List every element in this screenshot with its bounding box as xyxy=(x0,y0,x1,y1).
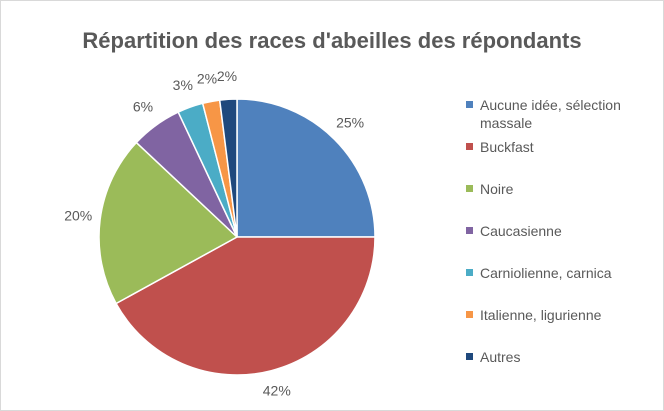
data-label: 20% xyxy=(64,208,92,224)
legend-swatch xyxy=(466,101,473,108)
legend-item: Caucasienne xyxy=(466,222,656,264)
legend-label: Buckfast xyxy=(480,139,534,155)
legend-item: Aucune idée, sélection massale xyxy=(466,96,656,138)
data-label: 3% xyxy=(173,77,193,93)
legend-item: Autres xyxy=(466,348,656,390)
pie-slice xyxy=(115,236,376,376)
data-label: 6% xyxy=(133,98,153,114)
legend-label: Aucune idée, sélection massale xyxy=(480,97,621,131)
legend-item: Buckfast xyxy=(466,138,656,180)
data-label: 25% xyxy=(336,115,364,131)
legend-label: Noire xyxy=(480,181,514,197)
legend-swatch xyxy=(466,353,473,360)
legend-item: Noire xyxy=(466,180,656,222)
data-label: 2% xyxy=(197,71,217,87)
chart-title: Répartition des races d'abeilles des rép… xyxy=(82,28,581,53)
legend-swatch xyxy=(466,227,473,234)
pie-slice xyxy=(218,98,238,238)
pie-slice xyxy=(236,98,376,238)
legend-label: Carniolienne, carnica xyxy=(480,265,612,281)
legend-swatch xyxy=(466,269,473,276)
data-label: 2% xyxy=(217,68,237,84)
legend-swatch xyxy=(466,185,473,192)
legend-item: Carniolienne, carnica xyxy=(466,264,656,306)
legend: Aucune idée, sélection massale Buckfast No… xyxy=(466,96,656,390)
data-label: 42% xyxy=(263,383,291,399)
legend-swatch xyxy=(466,311,473,318)
legend-item: Italienne, ligurienne xyxy=(466,306,656,348)
legend-label: Caucasienne xyxy=(480,223,562,239)
legend-label: Autres xyxy=(480,349,521,365)
legend-label: Italienne, ligurienne xyxy=(480,307,602,323)
pie-slice xyxy=(98,141,239,305)
legend-swatch xyxy=(466,143,473,150)
